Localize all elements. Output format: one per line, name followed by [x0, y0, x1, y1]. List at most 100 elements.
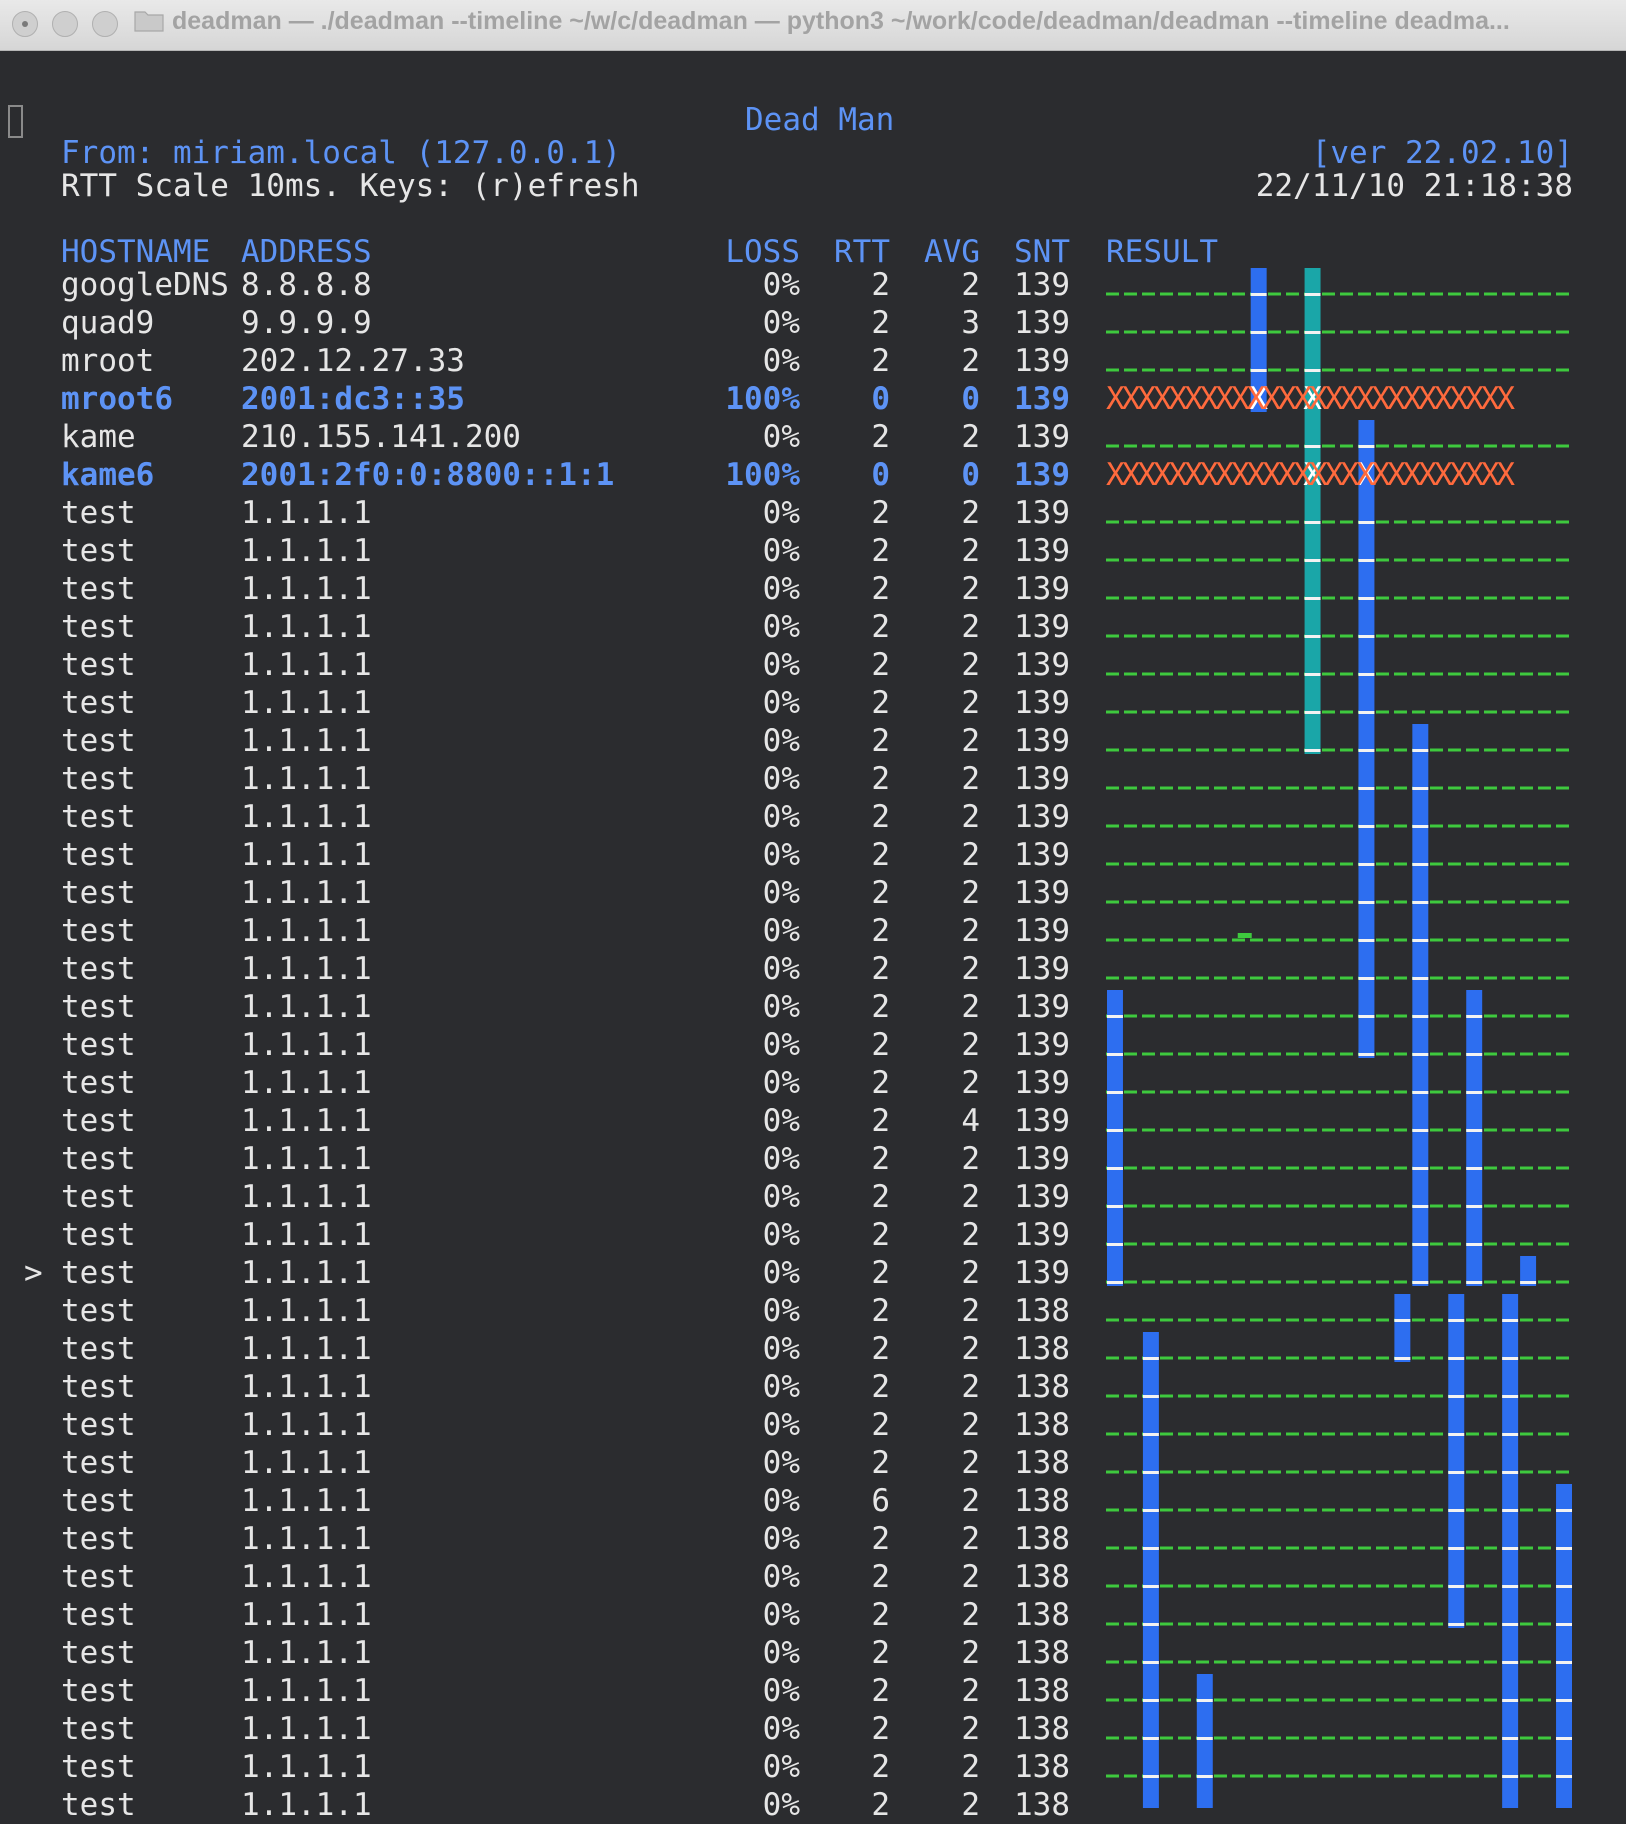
host-row[interactable]: test 1.1.1.1 0% 2 2 138 — [0, 1596, 1626, 1634]
header-rtt: RTT — [834, 234, 890, 270]
row-rtt: 2 — [871, 1749, 890, 1785]
host-row[interactable]: googleDNS 8.8.8.8 0% 2 2 139 — [0, 266, 1626, 304]
host-row[interactable]: test 1.1.1.1 0% 2 2 139 — [0, 684, 1626, 722]
row-hostname: test — [61, 1065, 136, 1101]
row-snt: 139 — [1014, 1103, 1070, 1139]
row-snt: 139 — [1014, 457, 1070, 493]
host-row[interactable]: test 1.1.1.1 0% 2 2 139 — [0, 646, 1626, 684]
row-avg: 2 — [961, 1711, 980, 1747]
row-hostname: test — [61, 837, 136, 873]
host-row[interactable]: test 1.1.1.1 0% 2 4 139 — [0, 1102, 1626, 1140]
selection-marker: > — [24, 1255, 43, 1291]
bar-row-tick — [1502, 1395, 1519, 1398]
host-row[interactable]: test 1.1.1.1 0% 2 2 138 — [0, 1558, 1626, 1596]
host-row[interactable]: test 1.1.1.1 0% 2 2 139 — [0, 1178, 1626, 1216]
zoom-window-button[interactable] — [92, 11, 118, 37]
host-row[interactable]: test 1.1.1.1 0% 2 2 138 — [0, 1520, 1626, 1558]
host-row[interactable]: test 1.1.1.1 0% 2 2 139 — [0, 760, 1626, 798]
bar-row-tick — [1358, 939, 1375, 942]
host-row[interactable]: test 1.1.1.1 0% 2 2 139 — [0, 1064, 1626, 1102]
host-row[interactable]: test 1.1.1.1 0% 2 2 138 — [0, 1634, 1626, 1672]
bar-row-tick — [1142, 1585, 1159, 1588]
help-keys: RTT Scale 10ms. Keys: (r)efresh — [61, 168, 640, 204]
bar-row-tick — [1358, 977, 1375, 980]
row-loss: 0% — [762, 1597, 800, 1633]
bar-row-tick — [1142, 1699, 1159, 1702]
bar-row-tick — [1466, 1129, 1483, 1132]
bar-row-tick — [1142, 1775, 1159, 1778]
host-row[interactable]: test 1.1.1.1 0% 2 2 138 — [0, 1368, 1626, 1406]
bar-row-tick — [1107, 1243, 1123, 1246]
host-row[interactable]: test 1.1.1.1 0% 2 2 139 — [0, 1140, 1626, 1178]
row-snt: 139 — [1014, 571, 1070, 607]
row-loss: 0% — [762, 1065, 800, 1101]
row-address: 1.1.1.1 — [241, 533, 372, 569]
host-row[interactable]: test 1.1.1.1 0% 2 2 139 — [0, 950, 1626, 988]
row-snt: 139 — [1014, 533, 1070, 569]
host-row[interactable]: test 1.1.1.1 0% 2 2 139 — [0, 608, 1626, 646]
terminal-view[interactable]: Dead Man From: miriam.local (127.0.0.1) … — [0, 51, 1626, 1823]
host-row[interactable]: test 1.1.1.1 0% 2 2 139 — [0, 912, 1626, 950]
host-row[interactable]: test 1.1.1.1 0% 2 2 139 — [0, 532, 1626, 570]
rtt-bar — [1142, 1332, 1159, 1808]
bar-row-tick — [1412, 1129, 1429, 1132]
host-row[interactable]: test 1.1.1.1 0% 2 2 138 — [0, 1672, 1626, 1710]
host-row[interactable]: test 1.1.1.1 0% 2 2 139 — [0, 988, 1626, 1026]
host-row[interactable]: mroot6 2001:dc3::35 100% 0 0 139 XXXXXXXXXXXXX… — [0, 380, 1626, 418]
host-row[interactable]: test 1.1.1.1 0% 2 2 139 — [0, 836, 1626, 874]
row-address: 1.1.1.1 — [241, 989, 372, 1025]
bar-row-tick — [1304, 597, 1321, 600]
host-row[interactable]: test 1.1.1.1 0% 2 2 139 — [0, 1216, 1626, 1254]
host-row[interactable]: kame 210.155.141.200 0% 2 2 139 — [0, 418, 1626, 456]
row-loss: 0% — [762, 989, 800, 1025]
row-rtt: 2 — [871, 1141, 890, 1177]
host-row[interactable]: test 1.1.1.1 0% 2 2 139 — [0, 1026, 1626, 1064]
row-avg: 2 — [961, 723, 980, 759]
host-row[interactable]: test 1.1.1.1 0% 6 2 138 — [0, 1482, 1626, 1520]
row-snt: 138 — [1014, 1711, 1070, 1747]
host-row[interactable]: test 1.1.1.1 0% 2 2 138 — [0, 1330, 1626, 1368]
row-hostname: test — [61, 1673, 136, 1709]
host-row[interactable]: test 1.1.1.1 0% 2 2 139 — [0, 798, 1626, 836]
row-address: 2001:2f0:0:8800::1:1 — [241, 457, 615, 493]
row-rtt: 2 — [871, 609, 890, 645]
row-snt: 138 — [1014, 1407, 1070, 1443]
host-row[interactable]: test 1.1.1.1 0% 2 2 139 — [0, 874, 1626, 912]
bar-row-tick — [1250, 369, 1267, 372]
host-row[interactable]: test 1.1.1.1 0% 2 2 139 — [0, 494, 1626, 532]
host-row[interactable]: kame6 2001:2f0:0:8800::1:1 100% 0 0 139 XXXXXX… — [0, 456, 1626, 494]
host-row[interactable]: quad9 9.9.9.9 0% 2 3 139 — [0, 304, 1626, 342]
row-loss: 0% — [762, 571, 800, 607]
host-row[interactable]: mroot 202.12.27.33 0% 2 2 139 — [0, 342, 1626, 380]
bar-row-tick — [1394, 1357, 1411, 1360]
host-row[interactable]: test 1.1.1.1 0% 2 2 138 — [0, 1292, 1626, 1330]
row-avg: 2 — [961, 761, 980, 797]
row-rtt: 2 — [871, 989, 890, 1025]
host-row[interactable]: test 1.1.1.1 0% 2 2 138 — [0, 1406, 1626, 1444]
host-row[interactable]: test 1.1.1.1 0% 2 2 138 — [0, 1748, 1626, 1786]
host-row[interactable]: test 1.1.1.1 0% 2 2 138 — [0, 1444, 1626, 1482]
row-rtt: 2 — [871, 495, 890, 531]
host-row[interactable]: test 1.1.1.1 0% 2 2 138 — [0, 1786, 1626, 1824]
row-hostname: test — [61, 1445, 136, 1481]
row-hostname: test — [61, 723, 136, 759]
host-row[interactable]: > test 1.1.1.1 0% 2 2 139 — [0, 1254, 1626, 1292]
host-row[interactable]: test 1.1.1.1 0% 2 2 138 — [0, 1710, 1626, 1748]
bar-row-tick — [1304, 369, 1321, 372]
row-snt: 138 — [1014, 1445, 1070, 1481]
row-hostname: test — [61, 951, 136, 987]
host-row[interactable]: test 1.1.1.1 0% 2 2 139 — [0, 570, 1626, 608]
host-row[interactable]: test 1.1.1.1 0% 2 2 139 — [0, 722, 1626, 760]
row-loss: 0% — [762, 647, 800, 683]
window-titlebar: deadman — ./deadman --timeline ~/w/c/dea… — [0, 0, 1626, 51]
header-snt: SNT — [1014, 234, 1070, 270]
row-avg: 2 — [961, 1369, 980, 1405]
close-window-button[interactable] — [12, 11, 38, 37]
row-loss: 0% — [762, 1217, 800, 1253]
bar-row-tick — [1107, 1129, 1123, 1132]
bar-row-tick — [1448, 1509, 1465, 1512]
row-address: 9.9.9.9 — [241, 305, 372, 341]
row-avg: 4 — [961, 1103, 980, 1139]
minimize-window-button[interactable] — [52, 11, 78, 37]
row-snt: 138 — [1014, 1293, 1070, 1329]
